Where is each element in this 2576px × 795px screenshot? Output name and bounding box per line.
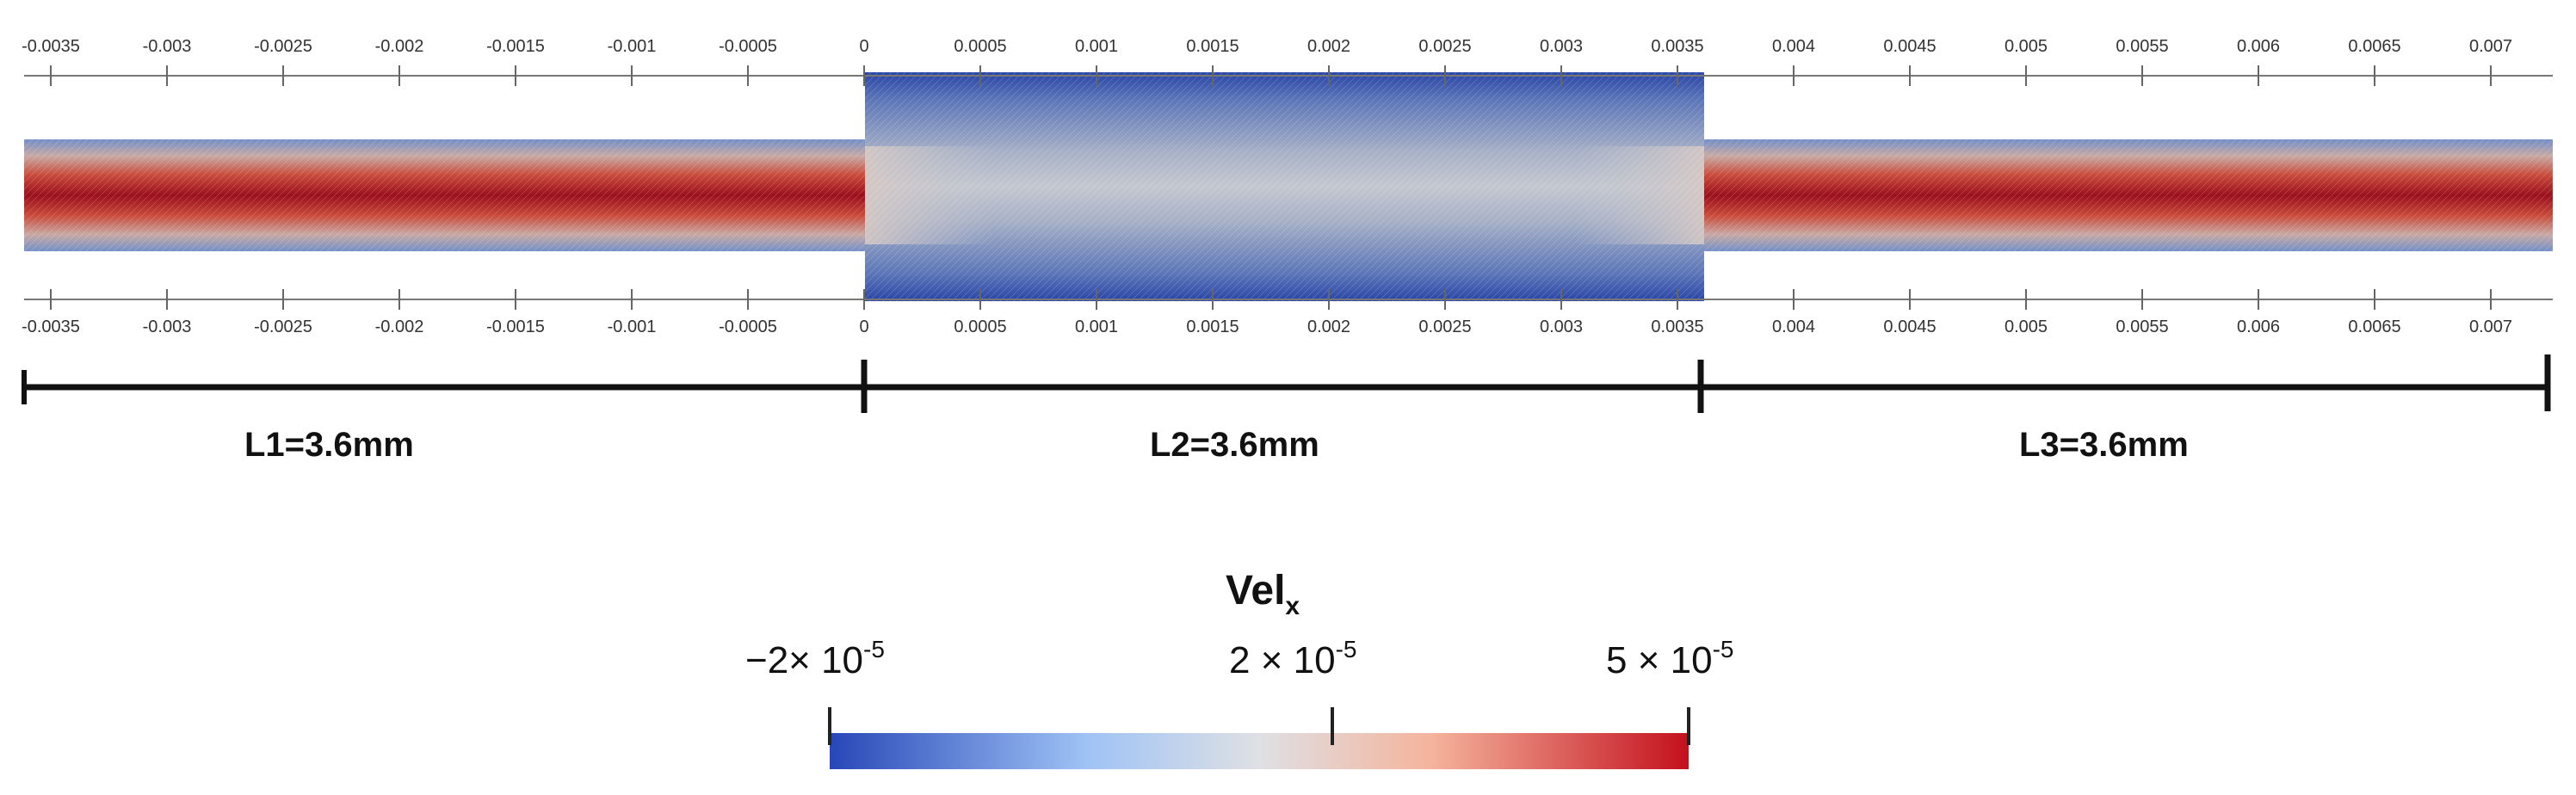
mesh-overlay (24, 72, 2553, 301)
segment-label-l3: L3=3.6mm (2019, 426, 2189, 464)
top-axis-tick-label: -0.001 (608, 37, 657, 56)
bottom-axis-tick-label: 0.003 (1540, 317, 1583, 336)
bottom-axis-tick-label: 0.0065 (2348, 317, 2400, 336)
colorbar: Velx −2× 10-5 2 × 10-5 5 × 10-5 (745, 568, 1733, 769)
bottom-axis-tick-label: -0.0015 (486, 317, 545, 336)
bottom-axis-tick-label: 0.0005 (954, 317, 1006, 336)
top-axis-tick-label: 0.0005 (954, 37, 1006, 56)
bottom-axis-tick-label: -0.003 (143, 317, 192, 336)
top-axis-tick-label: 0.0045 (1883, 37, 1936, 56)
bottom-axis-tick-label: 0 (859, 317, 868, 336)
segment-label-l1: L1=3.6mm (244, 426, 414, 464)
top-axis-tick-label: 0.004 (1772, 37, 1815, 56)
bottom-axis-tick-label: 0.0055 (2116, 317, 2168, 336)
bottom-axis: -0.0035 -0.003 -0.0025 -0.002 -0.0015 -0.001 -… (22, 289, 2553, 336)
colorbar-min-label: −2× 10-5 (745, 636, 885, 681)
top-axis-tick-label: -0.003 (143, 37, 192, 56)
bottom-axis-tick-label: -0.0035 (22, 317, 80, 336)
top-axis-tick-label: 0.005 (2005, 37, 2048, 56)
top-axis-tick-label: -0.0025 (254, 37, 312, 56)
segment-label-l2: L2=3.6mm (1150, 426, 1319, 464)
top-axis-tick-label: 0.0065 (2348, 37, 2400, 56)
colorbar-mid-label: 2 × 10-5 (1229, 636, 1356, 681)
flow-domain (24, 72, 2553, 301)
top-axis-tick-label: 0.0025 (1418, 37, 1471, 56)
top-axis-tick-label: -0.0015 (486, 37, 545, 56)
bottom-axis-tick-label: 0.005 (2005, 317, 2048, 336)
bottom-axis-tick-label: -0.0005 (719, 317, 777, 336)
top-axis-tick-label: 0.003 (1540, 37, 1583, 56)
bottom-axis-tick-label: -0.001 (608, 317, 657, 336)
bottom-axis-tick-label: 0.001 (1075, 317, 1118, 336)
top-axis-tick-label: 0.001 (1075, 37, 1118, 56)
top-axis-tick-label: -0.0035 (22, 37, 80, 56)
top-axis-tick-label: -0.0005 (719, 37, 777, 56)
bottom-axis-tick-label: 0.0015 (1186, 317, 1239, 336)
bottom-axis-tick-label: 0.006 (2237, 317, 2280, 336)
bottom-axis-tick-label: -0.0025 (254, 317, 312, 336)
bottom-axis-tick-label: 0.002 (1307, 317, 1350, 336)
top-axis-tick-label: 0 (859, 37, 868, 56)
bottom-axis-tick-label: 0.0025 (1418, 317, 1471, 336)
bottom-axis-tick-label: 0.007 (2469, 317, 2512, 336)
top-axis-tick-label: 0.007 (2469, 37, 2512, 56)
top-axis-tick-label: -0.002 (375, 37, 424, 56)
bottom-axis-tick-label: 0.0045 (1883, 317, 1936, 336)
top-axis-tick-label: 0.006 (2237, 37, 2280, 56)
bottom-axis-tick-label: -0.002 (375, 317, 424, 336)
top-axis: -0.0035 -0.003 -0.0025 -0.002 -0.0015 -0.001 -… (22, 37, 2553, 86)
colorbar-title: Velx (1226, 568, 1300, 620)
length-scale-bar: L1=3.6mm L2=3.6mm L3=3.6mm (22, 354, 2551, 464)
top-axis-tick-label: 0.0015 (1186, 37, 1239, 56)
colorbar-gradient (830, 733, 1689, 769)
top-axis-tick-label: 0.002 (1307, 37, 1350, 56)
bottom-axis-tick-label: 0.0035 (1651, 317, 1703, 336)
colorbar-max-label: 5 × 10-5 (1606, 636, 1733, 681)
bottom-axis-tick-label: 0.004 (1772, 317, 1815, 336)
top-axis-tick-label: 0.0035 (1651, 37, 1703, 56)
top-axis-tick-label: 0.0055 (2116, 37, 2168, 56)
